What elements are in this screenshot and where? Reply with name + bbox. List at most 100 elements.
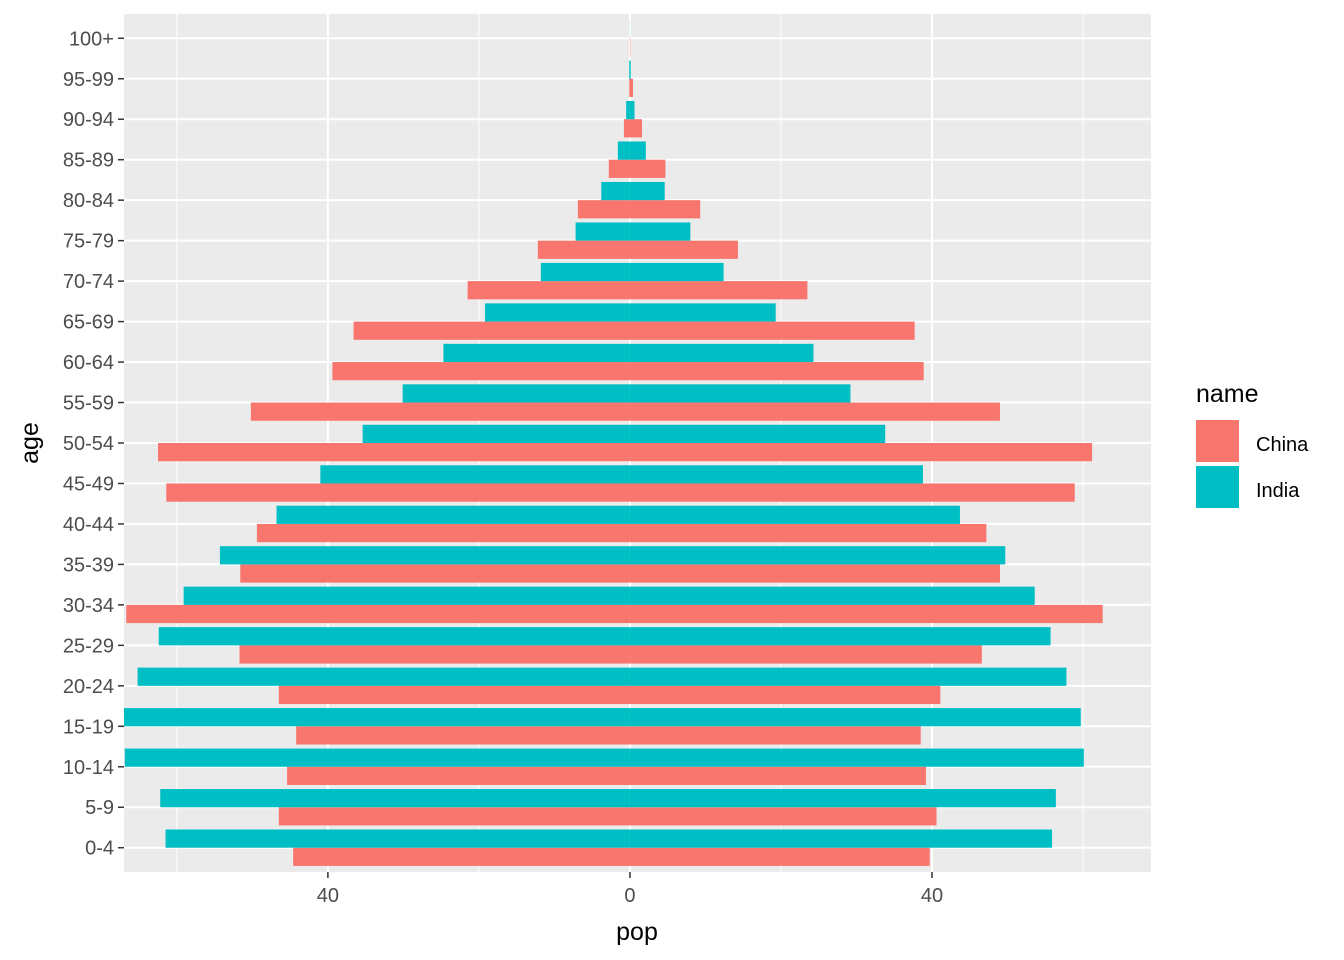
bar-china-right <box>629 362 924 381</box>
bar-india-left <box>443 343 630 363</box>
bar-china-right <box>629 281 808 300</box>
bar-india-left <box>484 303 630 322</box>
legend-label-india: India <box>1256 480 1300 502</box>
bar-india-right <box>629 222 691 241</box>
bar-india-right <box>629 708 1081 727</box>
bar-india-right <box>629 384 851 403</box>
bar-india-right <box>629 141 646 160</box>
y-axis-title: age <box>16 422 44 464</box>
x-tick-label: 40 <box>921 885 943 907</box>
bar-china-right <box>629 321 915 340</box>
bar-china-right <box>629 564 1000 583</box>
bar-india-right <box>629 829 1053 848</box>
bar-india-left <box>402 384 630 403</box>
y-tick-label: 55-59 <box>63 393 114 415</box>
y-tick-label: 90-94 <box>63 109 114 131</box>
bar-india-right <box>629 505 960 524</box>
bar-china-left <box>166 483 630 502</box>
bars <box>124 20 1103 866</box>
legend-key-india <box>1196 466 1239 508</box>
bar-china-right <box>629 119 643 138</box>
bar-china-right <box>629 604 1103 624</box>
bar-india-right <box>629 303 776 322</box>
bar-india-left <box>165 829 630 848</box>
y-tick-label: 60-64 <box>63 352 114 374</box>
bar-india-left <box>617 141 630 160</box>
x-tick-label: 40 <box>317 885 339 907</box>
bar-china-left <box>623 119 630 138</box>
y-tick-label: 30-34 <box>63 595 114 617</box>
bar-india-left <box>183 586 630 605</box>
bar-china-left <box>293 847 630 866</box>
y-axis: 0-4 5-9 10-14 15-19 20-24 25-29 30-34 35-39 40-4… <box>63 28 124 860</box>
bar-india-left <box>276 505 630 524</box>
y-tick-label: 85-89 <box>63 150 114 172</box>
bar-india-right <box>629 627 1051 646</box>
bar-china-right <box>629 240 738 259</box>
bar-india-left <box>601 181 630 201</box>
y-tick-label: 80-84 <box>63 190 114 212</box>
bar-india-right <box>629 667 1067 686</box>
bar-india-left <box>124 708 630 727</box>
x-tick-label: 0 <box>624 885 635 907</box>
bar-india-left <box>124 748 630 767</box>
bar-india-right <box>629 343 814 363</box>
bar-china-right <box>629 847 930 866</box>
bar-china-right <box>629 402 1000 421</box>
y-tick-label: 100+ <box>69 28 114 50</box>
bar-china-right <box>629 807 937 826</box>
bar-china-left <box>629 78 630 97</box>
y-tick-label: 15-19 <box>63 716 114 738</box>
x-axis-title: pop <box>616 918 658 946</box>
bar-china-right <box>629 483 1075 502</box>
y-tick-label: 25-29 <box>63 635 114 657</box>
y-tick-label: 65-69 <box>63 312 114 334</box>
bar-china-right <box>629 78 633 97</box>
bar-china-left <box>467 281 630 300</box>
bar-india-right <box>629 424 886 443</box>
y-tick-label: 20-24 <box>63 676 114 698</box>
y-tick-label: 40-44 <box>63 514 114 536</box>
bar-china-right <box>629 523 987 543</box>
bar-india-left <box>160 789 630 808</box>
bar-india-right <box>629 789 1056 808</box>
bar-china-left <box>287 766 630 785</box>
y-tick-label: 50-54 <box>63 433 114 455</box>
y-tick-label: 5-9 <box>85 797 114 819</box>
legend: name China India <box>1196 380 1309 508</box>
bar-china-right <box>629 645 982 664</box>
bar-india-left <box>626 101 630 120</box>
y-tick-label: 75-79 <box>63 231 114 253</box>
legend-label-china: China <box>1256 434 1309 456</box>
bar-india-right <box>629 546 1006 565</box>
bar-india-left <box>362 424 630 443</box>
legend-key-china <box>1196 420 1239 462</box>
bar-india-right <box>629 465 923 484</box>
bar-china-right <box>629 443 1093 462</box>
bar-india-left <box>629 60 630 79</box>
bar-china-right <box>629 685 941 705</box>
bar-china-left <box>296 726 630 745</box>
bar-china-left <box>537 240 630 259</box>
bar-india-left <box>219 546 630 565</box>
bar-china-left <box>239 645 630 664</box>
bar-china-left <box>332 362 630 381</box>
bar-china-left <box>157 443 630 462</box>
bar-india-right <box>629 748 1084 767</box>
bar-india-left <box>540 262 630 282</box>
bar-china-left <box>126 604 630 624</box>
bar-china-left <box>353 321 630 340</box>
bar-china-right <box>629 159 666 178</box>
y-tick-label: 10-14 <box>63 757 114 779</box>
bar-china-right <box>629 726 921 745</box>
bar-india-right <box>629 60 631 79</box>
bar-india-right <box>629 262 724 282</box>
y-tick-label: 95-99 <box>63 69 114 91</box>
y-tick-label: 0-4 <box>85 838 114 860</box>
bar-china-left <box>250 402 630 421</box>
legend-title: name <box>1196 380 1259 408</box>
bar-india-right <box>629 586 1035 605</box>
bar-india-left <box>575 222 630 241</box>
y-tick-label: 45-49 <box>63 473 114 495</box>
